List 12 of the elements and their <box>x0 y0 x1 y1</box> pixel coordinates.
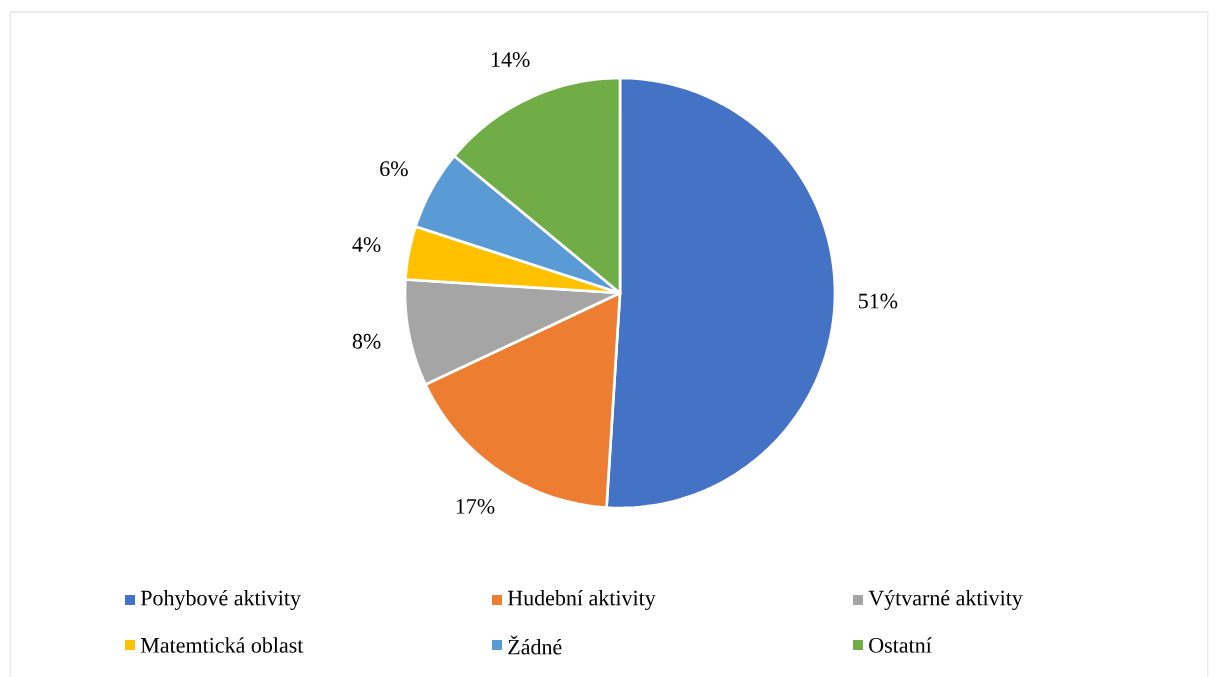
data-label: 14% <box>491 52 530 67</box>
legend-label: Žádné <box>508 635 562 655</box>
data-label: 17% <box>456 498 495 514</box>
data-label: 4% <box>352 237 381 253</box>
data-label: 51% <box>858 293 898 309</box>
legend-label: Ostatní <box>869 637 932 653</box>
data-label: 8% <box>352 333 381 349</box>
data-label: 6% <box>380 161 408 177</box>
legend-label: Hudební aktivity <box>507 589 656 611</box>
legend-label: Matemtická oblast <box>140 637 304 653</box>
legend-label: Pohybové aktivity <box>140 589 301 611</box>
legend-label: Výtvarné aktivity <box>868 589 1023 611</box>
